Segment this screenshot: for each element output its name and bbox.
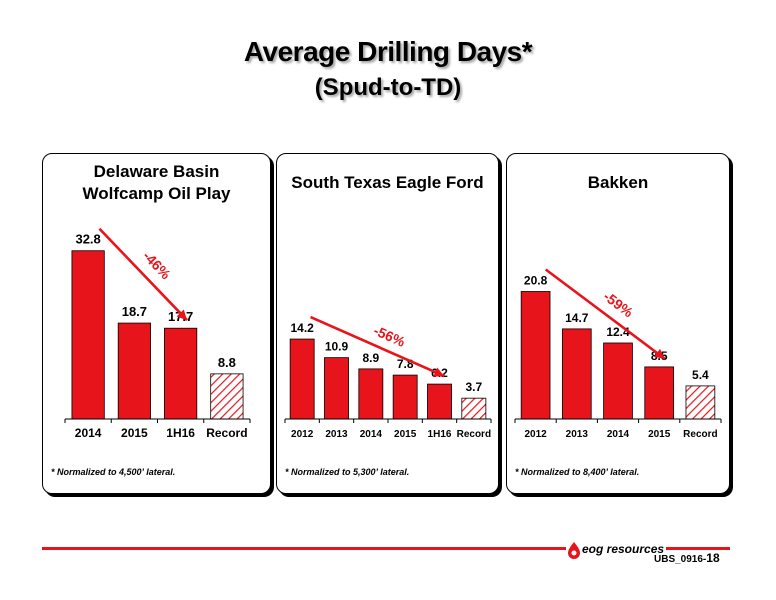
data-label: 14.2 bbox=[290, 321, 314, 335]
bar bbox=[210, 373, 244, 420]
tick-label: 2014 bbox=[607, 429, 630, 440]
data-label: 10.9 bbox=[325, 340, 349, 354]
bar bbox=[644, 366, 675, 420]
tick-label: 2013 bbox=[325, 429, 348, 440]
data-label: 8.8 bbox=[218, 355, 236, 370]
bar bbox=[358, 368, 384, 420]
panel-title-line: Delaware Basin bbox=[93, 162, 220, 181]
panel-title-line: South Texas Eagle Ford bbox=[291, 173, 484, 192]
panel-delaware: Delaware Basin Wolfcamp Oil Play 32.8 201… bbox=[42, 153, 271, 494]
slide-code-prefix: UBS_0916- bbox=[654, 554, 707, 565]
panel-bakken: Bakken 20.8201214.7201312.420148.520155.… bbox=[506, 153, 730, 494]
tick-label: 2015 bbox=[648, 429, 671, 440]
bar bbox=[461, 397, 487, 420]
data-label: 8.9 bbox=[362, 351, 379, 365]
bar bbox=[392, 374, 418, 420]
tick-label: Record bbox=[683, 429, 717, 440]
panel-title-line: Wolfcamp Oil Play bbox=[82, 184, 231, 203]
bar bbox=[685, 385, 716, 420]
data-label: 20.8 bbox=[524, 273, 548, 287]
footnote: * Normalized to 5,300’ lateral. bbox=[285, 467, 410, 477]
bar bbox=[520, 291, 551, 420]
panel-title: Delaware Basin Wolfcamp Oil Play bbox=[43, 161, 270, 205]
trend-arrow-line bbox=[98, 227, 189, 322]
slide-title: Average Drilling Days* bbox=[243, 36, 533, 67]
tick-label: 2013 bbox=[566, 429, 589, 440]
panel-title-line: Bakken bbox=[587, 173, 649, 192]
data-label: 3.7 bbox=[465, 380, 482, 394]
bar bbox=[117, 322, 151, 420]
data-label: 5.4 bbox=[692, 368, 709, 382]
bar bbox=[324, 357, 349, 420]
footnote: * Normalized to 4,500’ lateral. bbox=[51, 467, 176, 477]
bar bbox=[427, 383, 452, 420]
chart-bakken: 20.8201214.7201312.420148.520155.4Record… bbox=[514, 268, 722, 440]
slide-code: UBS_0916-18 bbox=[654, 551, 720, 565]
bar bbox=[71, 250, 105, 420]
panel-title: South Texas Eagle Ford bbox=[277, 172, 498, 194]
logo-text: eog resources bbox=[582, 542, 665, 556]
bar bbox=[603, 342, 633, 420]
chart-eagle-ford: 14.2201210.920138.920147.820156.21H163.7… bbox=[284, 315, 492, 440]
bar bbox=[289, 338, 315, 420]
trend-arrow-head bbox=[653, 348, 665, 359]
panel-eagle-ford: South Texas Eagle Ford 14.2 2012 10.9 2013 8… bbox=[276, 153, 499, 494]
panel-title: Bakken bbox=[507, 172, 729, 194]
tick-label: Record bbox=[457, 429, 491, 440]
logo-drop-icon bbox=[568, 542, 580, 559]
tick-label: 1H16 bbox=[428, 429, 452, 440]
trend-arrow-head bbox=[176, 309, 188, 321]
data-label: 32.8 bbox=[75, 232, 100, 247]
trend-arrow-line bbox=[310, 315, 445, 378]
tick-label: 1H16 bbox=[166, 426, 195, 440]
tick-label: 2014 bbox=[360, 429, 383, 440]
tick-label: 2015 bbox=[121, 426, 148, 440]
bar bbox=[561, 328, 592, 420]
tick-label: 2014 bbox=[75, 426, 102, 440]
tick-label: 2015 bbox=[394, 429, 417, 440]
data-label: 12.4 bbox=[606, 325, 630, 339]
tick-label: 2012 bbox=[524, 429, 547, 440]
data-label: 14.7 bbox=[565, 311, 589, 325]
slide-subtitle: (Spud-to-TD) bbox=[314, 74, 462, 101]
page-number: 18 bbox=[706, 551, 720, 565]
tick-label: 2012 bbox=[291, 429, 314, 440]
company-logo: eog resources bbox=[566, 540, 666, 560]
data-label: 18.7 bbox=[122, 304, 147, 319]
bar bbox=[164, 327, 198, 420]
trend-arrow-line bbox=[544, 268, 666, 360]
trend-arrow-head bbox=[433, 367, 445, 377]
tick-label: Record bbox=[206, 426, 247, 440]
footnote: * Normalized to 8,400’ lateral. bbox=[515, 467, 640, 477]
footer-rule bbox=[42, 547, 730, 550]
